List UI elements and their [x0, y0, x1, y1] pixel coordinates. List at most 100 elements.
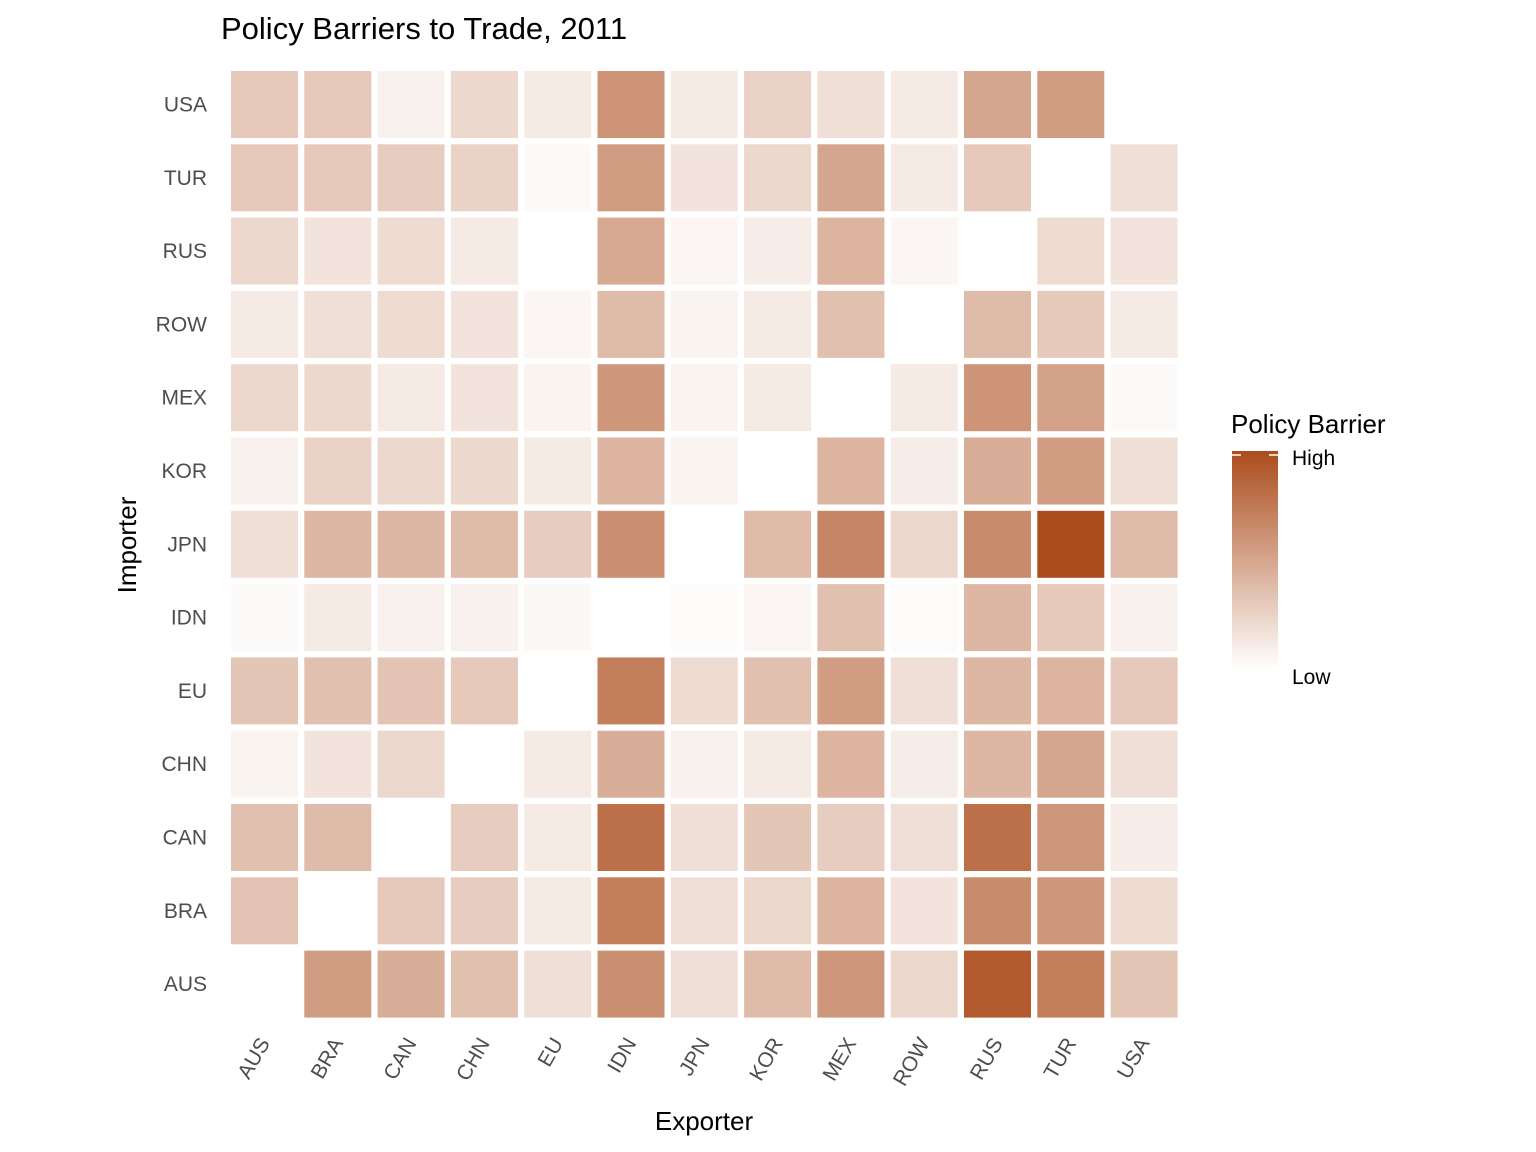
heatmap-cell-jpn-eu: [524, 510, 592, 578]
heatmap-cell-kor-tur: [1037, 437, 1105, 505]
heatmap-cell-rus-jpn: [670, 217, 738, 285]
heatmap-cell-idn-eu: [524, 584, 592, 652]
heatmap-cell-aus-tur: [1037, 950, 1105, 1018]
heatmap-cell-chn-tur: [1037, 730, 1105, 798]
heatmap-cell-can-row: [890, 804, 958, 871]
heatmap-cell-can-rus: [964, 804, 1031, 871]
heatmap-cell-idn-bra: [304, 584, 372, 652]
heatmap-cell-jpn-mex: [817, 510, 885, 578]
heatmap-cell-kor-chn: [450, 437, 518, 505]
heatmap-cell-row-chn: [450, 290, 518, 358]
heatmap-cell-row-usa: [1110, 290, 1178, 358]
heatmap-cell-can-eu: [524, 804, 592, 871]
heatmap-cell-chn-usa: [1110, 730, 1178, 798]
x-tick-label: CAN: [379, 1034, 421, 1084]
heatmap-cell-can-idn: [597, 804, 665, 871]
heatmap-cell-eu-idn: [597, 657, 665, 725]
heatmap-cell-bra-mex: [817, 877, 885, 945]
heatmap-cell-row-jpn: [670, 290, 738, 358]
heatmap-cell-eu-bra: [304, 657, 372, 725]
heatmap-cell-row-rus: [964, 290, 1031, 358]
heatmap-cells: [231, 71, 1178, 1018]
heatmap-cell-chn-jpn: [670, 730, 738, 798]
heatmap-cell-aus-rus: [964, 950, 1031, 1018]
heatmap-cell-eu-jpn: [670, 657, 738, 725]
heatmap-cell-mex-row: [890, 364, 958, 432]
heatmap-cell-chn-idn: [597, 730, 665, 798]
heatmap-cell-rus-bra: [304, 217, 372, 285]
heatmap-cell-chn-aus: [231, 730, 298, 798]
heatmap-cell-can-aus: [231, 804, 298, 871]
heatmap-cell-row-bra: [304, 290, 372, 358]
heatmap-cell-usa-kor: [744, 71, 812, 138]
heatmap-cell-can-jpn: [670, 804, 738, 871]
heatmap-cell-aus-jpn: [670, 950, 738, 1018]
x-tick-label: ROW: [889, 1034, 935, 1090]
y-tick-label: CAN: [163, 827, 207, 850]
heatmap-cell-kor-row: [890, 437, 958, 505]
x-tick-label: BRA: [307, 1034, 349, 1083]
heatmap-cell-jpn-tur: [1037, 510, 1105, 578]
heatmap-cell-bra-tur: [1037, 877, 1105, 945]
heatmap-cell-rus-kor: [744, 217, 812, 285]
heatmap-cell-kor-aus: [231, 437, 298, 505]
heatmap-cell-jpn-usa: [1110, 510, 1178, 578]
heatmap-cell-mex-aus: [231, 364, 298, 432]
heatmap-cell-can-usa: [1110, 804, 1178, 871]
heatmap-cell-tur-can: [377, 144, 445, 212]
legend-label-high: High: [1292, 447, 1335, 470]
heatmap-cell-mex-rus: [964, 364, 1031, 432]
heatmap-cell-can-mex: [817, 804, 885, 871]
heatmap-cell-aus-row: [890, 950, 958, 1018]
legend-title: Policy Barrier: [1231, 409, 1386, 439]
heatmap-cell-bra-row: [890, 877, 958, 945]
x-tick-label: JPN: [675, 1034, 715, 1080]
heatmap-cell-eu-can: [377, 657, 445, 725]
heatmap-cell-can-chn: [450, 804, 518, 871]
heatmap-cell-rus-idn: [597, 217, 665, 285]
heatmap-cell-bra-aus: [231, 877, 298, 945]
heatmap-cell-jpn-can: [377, 510, 445, 578]
heatmap-cell-aus-eu: [524, 950, 592, 1018]
heatmap-cell-eu-chn: [450, 657, 518, 725]
heatmap-cell-usa-can: [377, 71, 445, 138]
heatmap-cell-row-aus: [231, 290, 298, 358]
heatmap-cell-eu-row: [890, 657, 958, 725]
heatmap-cell-usa-bra: [304, 71, 372, 138]
heatmap-cell-chn-row: [890, 730, 958, 798]
heatmap-cell-aus-kor: [744, 950, 812, 1018]
x-axis-title: Exporter: [655, 1106, 754, 1136]
x-tick-label: CHN: [452, 1034, 495, 1085]
heatmap-cell-row-idn: [597, 290, 665, 358]
heatmap-cell-idn-aus: [231, 584, 298, 652]
x-tick-label: MEX: [819, 1034, 862, 1085]
heatmap-cell-jpn-rus: [964, 510, 1031, 578]
heatmap-cell-jpn-row: [890, 510, 958, 578]
y-tick-label: USA: [164, 94, 207, 117]
heatmap-cell-can-tur: [1037, 804, 1105, 871]
heatmap-cell-chn-mex: [817, 730, 885, 798]
x-tick-label: IDN: [603, 1034, 641, 1077]
heatmap-cell-usa-eu: [524, 71, 592, 138]
heatmap-cell-kor-can: [377, 437, 445, 505]
heatmap-cell-mex-eu: [524, 364, 592, 432]
heatmap-cell-kor-usa: [1110, 437, 1178, 505]
heatmap-cell-mex-kor: [744, 364, 812, 432]
y-tick-label: RUS: [163, 240, 207, 263]
heatmap-cell-chn-bra: [304, 730, 372, 798]
y-axis-title: Importer: [112, 496, 142, 593]
heatmap-cell-kor-jpn: [670, 437, 738, 505]
heatmap-cell-jpn-chn: [450, 510, 518, 578]
heatmap-cell-tur-chn: [450, 144, 518, 212]
y-tick-label: TUR: [164, 167, 207, 190]
heatmap-cell-can-bra: [304, 804, 372, 871]
heatmap-cell-mex-idn: [597, 364, 665, 432]
heatmap-cell-tur-eu: [524, 144, 592, 212]
heatmap-cell-kor-bra: [304, 437, 372, 505]
heatmap-cell-eu-mex: [817, 657, 885, 725]
heatmap-cell-jpn-bra: [304, 510, 372, 578]
heatmap-cell-kor-rus: [964, 437, 1031, 505]
heatmap-cell-bra-jpn: [670, 877, 738, 945]
heatmap-cell-aus-usa: [1110, 950, 1178, 1018]
